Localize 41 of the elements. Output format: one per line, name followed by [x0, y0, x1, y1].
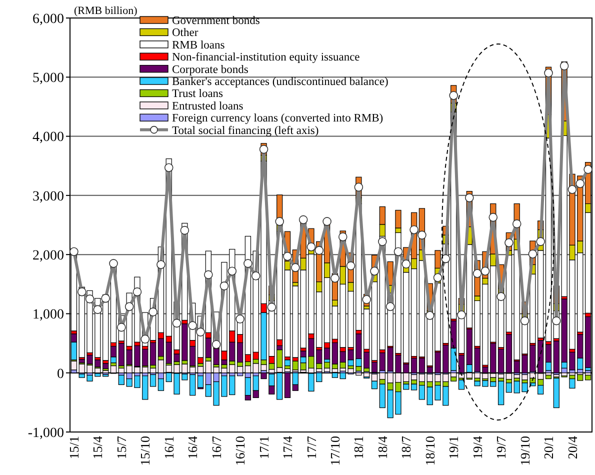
x-tick-label: 17/7 — [304, 436, 319, 460]
x-tick-label: 19/7 — [494, 436, 509, 460]
x-tick-label: 16/10 — [232, 436, 248, 466]
legend-label: Non-financial-institution equity issuance — [172, 52, 360, 64]
y-tick-label: 2,000 — [32, 248, 64, 264]
x-tick-label: 15/10 — [138, 436, 153, 466]
x-tick-label: 16/1 — [161, 436, 176, 460]
y-axis-title: (RMB billion) — [74, 5, 138, 17]
x-tick-label: 16/4 — [185, 436, 200, 460]
x-tick-label: 20/1 — [541, 436, 556, 460]
y-tick-label: 1,000 — [32, 308, 64, 323]
legend-label: Government bonds — [172, 15, 260, 28]
x-tick-label: 16/7 — [208, 436, 224, 460]
x-tick-label: 20/4 — [564, 436, 580, 460]
x-tick-label: 19/10 — [517, 436, 532, 466]
legend-label: Foreign currency loans (converted into RMB) — [172, 112, 384, 125]
x-tick-label: 18/7 — [398, 436, 414, 460]
y-tick-label: 6,000 — [32, 12, 64, 27]
x-tick-label: 15/7 — [114, 436, 129, 460]
y-tick-label: 3,000 — [32, 189, 64, 204]
legend-label: Other — [172, 27, 198, 40]
legend-label: Trust loans — [172, 88, 224, 100]
x-tick-label: 18/1 — [351, 436, 366, 460]
x-tick-label: 18/10 — [422, 436, 438, 466]
y-tick-label: -1,000 — [28, 426, 64, 441]
legend-label: RMB loans — [172, 39, 226, 52]
y-tick-label: 5,000 — [32, 71, 64, 86]
x-tick-label: 19/1 — [446, 436, 462, 460]
x-tick-label: 19/4 — [470, 436, 485, 460]
y-tick-label: 4,000 — [32, 130, 64, 146]
legend-label: Entrusted loans — [172, 100, 244, 112]
x-tick-label: 17/4 — [280, 436, 296, 460]
x-tick-label: 17/1 — [256, 436, 272, 460]
y-tick-label: 0 — [57, 366, 64, 382]
legend-label: Total social financing (left axis) — [172, 124, 319, 137]
x-tick-label: 17/10 — [328, 436, 343, 466]
legend-label: Banker's acceptances (undiscontinued balance) — [172, 76, 388, 88]
legend-label: Corporate bonds — [172, 64, 249, 76]
x-tick-label: 15/4 — [90, 436, 106, 460]
x-tick-label: 15/1 — [66, 436, 82, 460]
x-tick-label: 18/4 — [374, 436, 390, 460]
